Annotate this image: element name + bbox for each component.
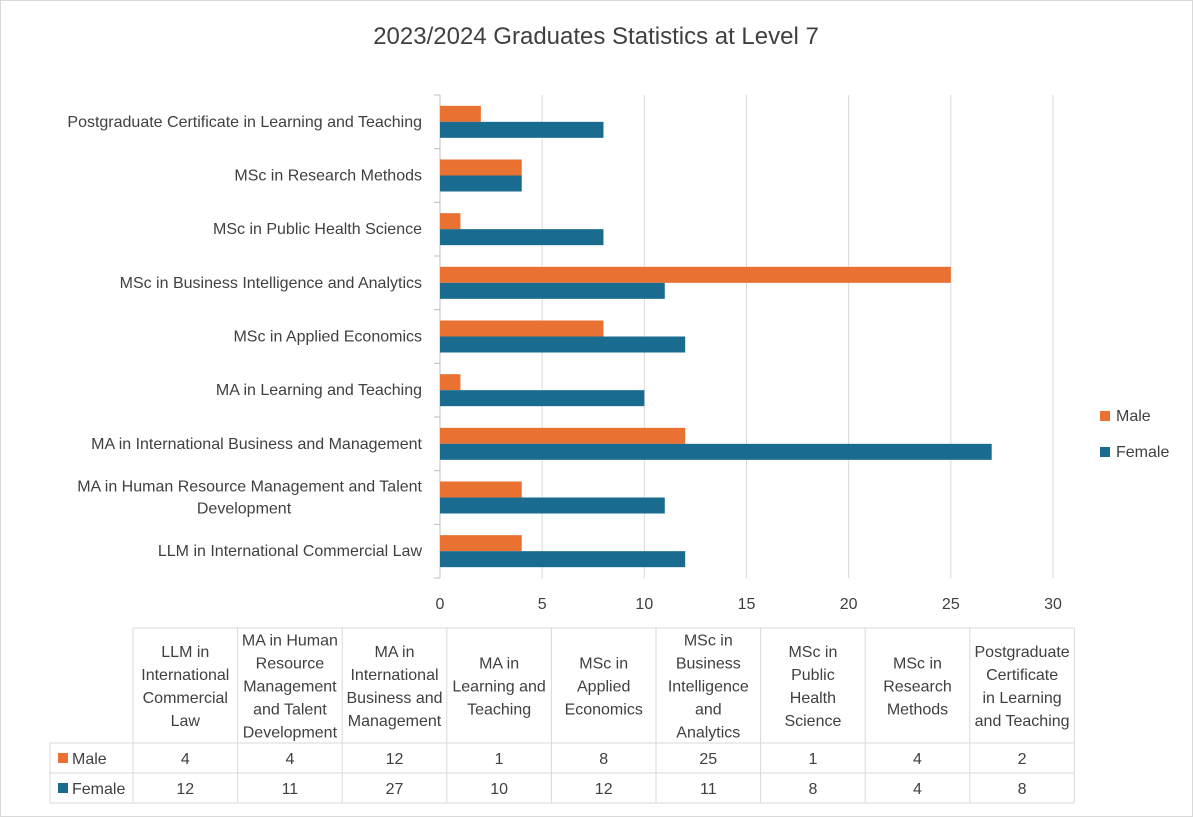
table-header-cell: MA in Human Resource Management and Talent D… — [242, 633, 338, 742]
category-label: MSc in Research Methods — [234, 168, 422, 185]
x-tick-label: 5 — [538, 596, 547, 613]
bar-male-8 — [440, 105, 481, 122]
bar-male-6 — [440, 213, 461, 230]
table-header-cell: MSc in Applied Economics — [565, 656, 643, 719]
bar-female-6 — [440, 229, 604, 246]
bar-male-5 — [440, 266, 951, 283]
table-value-cell: 12 — [176, 781, 194, 798]
table-value-cell: 12 — [386, 751, 404, 768]
legend-label-male: Male — [1116, 408, 1151, 425]
bar-male-4 — [440, 320, 604, 337]
bar-female-1 — [440, 497, 665, 514]
table-header-cell: MSc in Research Methods — [883, 656, 951, 719]
table-value-cell: 4 — [913, 751, 922, 768]
table-value-cell: 11 — [700, 781, 717, 798]
table-value-cell: 12 — [595, 781, 613, 798]
category-label: Postgraduate Certificate in Learning and… — [67, 114, 422, 131]
table-value-cell: 25 — [699, 751, 717, 768]
bar-female-7 — [440, 175, 522, 192]
table-header-cell: Postgraduate Certificate in Learning and Te… — [975, 644, 1070, 730]
table-value-cell: 1 — [495, 751, 504, 768]
table-swatch-male — [58, 753, 68, 763]
bar-female-5 — [440, 282, 665, 299]
table-value-cell: 11 — [282, 781, 299, 798]
table-value-cell: 8 — [599, 751, 608, 768]
table-value-cell: 4 — [285, 751, 294, 768]
x-tick-label: 30 — [1044, 596, 1062, 613]
bar-female-0 — [440, 551, 686, 568]
table-header-cell: MSc in Business Intelligence and Analytics — [668, 633, 749, 742]
table-value-cell: 1 — [808, 751, 817, 768]
category-label: MSc in Public Health Science — [213, 221, 422, 238]
bar-male-1 — [440, 481, 522, 498]
table-header-cell: MA in Learning and Teaching — [452, 656, 545, 719]
x-tick-label: 25 — [942, 596, 960, 613]
table-row-label-male: Male — [72, 751, 107, 768]
bar-male-2 — [440, 427, 686, 444]
legend-swatch-female — [1100, 447, 1110, 457]
bar-female-3 — [440, 390, 645, 407]
x-tick-label: 0 — [436, 596, 445, 613]
x-tick-label: 10 — [635, 596, 653, 613]
bar-male-3 — [440, 374, 461, 391]
table-header-cell: MA in International Business and Management — [346, 644, 442, 730]
category-label: MA in International Business and Managem… — [91, 436, 422, 453]
bar-female-4 — [440, 336, 686, 353]
table-value-cell: 10 — [490, 781, 508, 798]
table-value-cell: 27 — [386, 781, 404, 798]
bar-female-2 — [440, 443, 992, 460]
table-row-label-female: Female — [72, 781, 125, 798]
bar-female-8 — [440, 121, 604, 138]
table-value-cell: 4 — [913, 781, 922, 798]
chart-title: 2023/2024 Graduates Statistics at Level … — [373, 23, 819, 50]
category-label: MSc in Applied Economics — [233, 329, 422, 346]
table-value-cell: 8 — [808, 781, 817, 798]
x-tick-label: 20 — [840, 596, 858, 613]
bar-male-0 — [440, 535, 522, 552]
table-header-cell: MSc in Public Health Science — [784, 644, 841, 730]
table-value-cell: 2 — [1018, 751, 1027, 768]
table-header-cell: LLM in International Commercial Law — [141, 644, 229, 730]
x-tick-label: 15 — [738, 596, 756, 613]
category-label: MA in Human Resource Management and Tale… — [77, 479, 422, 518]
table-value-cell: 4 — [181, 751, 190, 768]
category-label: LLM in International Commercial Law — [158, 543, 423, 560]
bar-male-7 — [440, 159, 522, 176]
category-label: MSc in Business Intelligence and Analyti… — [120, 275, 422, 292]
legend-label-female: Female — [1116, 444, 1169, 461]
table-value-cell: 8 — [1018, 781, 1027, 798]
table-swatch-female — [58, 783, 68, 793]
legend-swatch-male — [1100, 411, 1110, 421]
category-label: MA in Learning and Teaching — [216, 382, 422, 399]
